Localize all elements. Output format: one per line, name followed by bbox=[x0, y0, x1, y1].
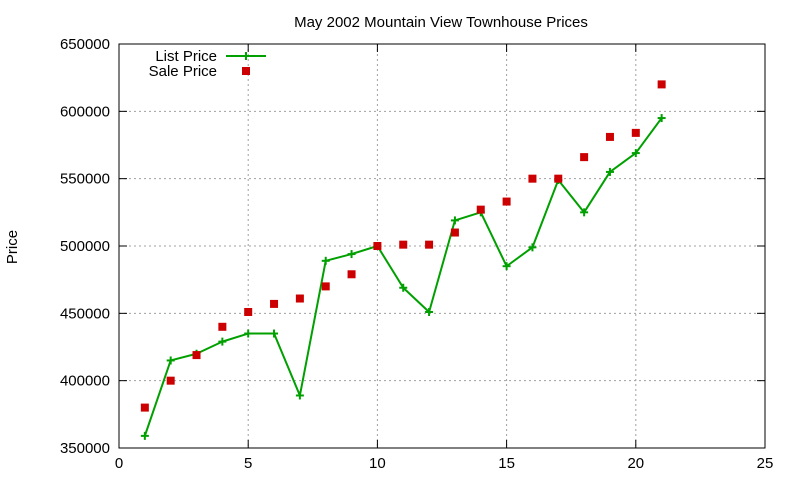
sale-price-point bbox=[347, 270, 356, 279]
y-tick-labels: 350000 400000 450000 500000 550000 600000 6500… bbox=[60, 36, 110, 457]
y-tick-label: 400000 bbox=[60, 373, 110, 390]
sale-price-point bbox=[321, 282, 330, 291]
sale-price-point bbox=[502, 197, 511, 206]
list-price-point bbox=[450, 216, 459, 225]
legend-key-list-price-marker bbox=[242, 52, 250, 60]
x-tick-label: 15 bbox=[498, 455, 515, 472]
legend-label-sale-price: Sale Price bbox=[149, 63, 217, 80]
y-tick-label: 550000 bbox=[60, 171, 110, 188]
y-tick-label: 450000 bbox=[60, 305, 110, 322]
list-price-point bbox=[244, 329, 253, 338]
list-price-point bbox=[295, 391, 304, 400]
legend-key-sale-price-marker bbox=[242, 67, 250, 75]
y-tick-label: 650000 bbox=[60, 36, 110, 53]
list-price-point bbox=[580, 208, 589, 217]
y-tick-label: 500000 bbox=[60, 238, 110, 255]
sale-price-point bbox=[657, 80, 666, 89]
x-tick-label: 0 bbox=[115, 455, 123, 472]
legend: List Price Sale Price bbox=[149, 48, 266, 80]
chart-title: May 2002 Mountain View Townhouse Prices bbox=[294, 14, 588, 31]
sale-price-point bbox=[270, 299, 279, 308]
list-price-line bbox=[143, 117, 663, 437]
list-price-point bbox=[528, 243, 537, 252]
series-layer bbox=[140, 80, 666, 440]
list-price-point bbox=[502, 262, 511, 271]
list-price-point bbox=[347, 250, 356, 259]
x-tick-label: 10 bbox=[369, 455, 386, 472]
sale-price-point bbox=[528, 174, 537, 183]
sale-price-point bbox=[244, 307, 253, 316]
x-tick-label: 5 bbox=[244, 455, 252, 472]
sale-price-point bbox=[450, 228, 459, 237]
list-price-point bbox=[631, 149, 640, 158]
x-tick-label: 20 bbox=[627, 455, 644, 472]
sale-price-point bbox=[166, 376, 175, 385]
list-price-point bbox=[605, 167, 614, 176]
y-tick-label: 350000 bbox=[60, 440, 110, 457]
y-tick-label: 600000 bbox=[60, 103, 110, 120]
list-price-point bbox=[399, 283, 408, 292]
sale-price-point bbox=[295, 294, 304, 303]
grid bbox=[119, 44, 765, 448]
list-price-point bbox=[166, 356, 175, 365]
sale-price-point bbox=[140, 403, 149, 412]
axis-ticks bbox=[118, 43, 766, 449]
sale-price-point bbox=[373, 242, 382, 250]
y-axis-label: Price bbox=[4, 230, 21, 264]
legend-label-list-price: List Price bbox=[155, 48, 217, 65]
sale-price-point bbox=[476, 205, 485, 214]
series-sale-price bbox=[140, 80, 666, 412]
sale-price-point bbox=[218, 322, 227, 331]
sale-price-point bbox=[192, 351, 201, 360]
series-list-price bbox=[140, 114, 666, 440]
list-price-point bbox=[218, 337, 227, 346]
sale-price-point bbox=[580, 153, 589, 162]
sale-price-point bbox=[631, 128, 640, 137]
sale-price-point bbox=[425, 240, 434, 249]
list-price-point bbox=[140, 431, 149, 440]
sale-price-point bbox=[605, 132, 614, 141]
sale-price-point bbox=[399, 240, 408, 249]
x-tick-label: 25 bbox=[757, 455, 774, 472]
list-price-point bbox=[425, 307, 434, 316]
list-price-point bbox=[657, 114, 666, 123]
sale-price-point bbox=[554, 174, 563, 183]
list-price-point bbox=[321, 256, 330, 265]
list-price-point bbox=[270, 329, 279, 338]
x-tick-labels: 0 5 10 15 20 25 bbox=[115, 455, 774, 472]
